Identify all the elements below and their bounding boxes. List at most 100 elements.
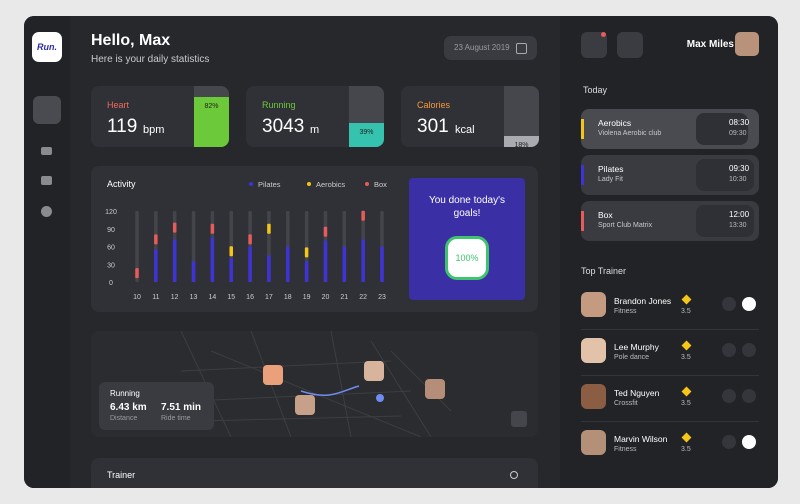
goal-percent: 100% — [445, 236, 489, 280]
top-trainer-title: Top Trainer — [581, 266, 627, 276]
date: 23 August 2019 — [454, 43, 510, 52]
stat-label: Heart — [107, 100, 130, 110]
end-time: 13:30 — [729, 222, 747, 229]
bar — [323, 240, 328, 282]
bar — [286, 246, 290, 282]
facebook-button[interactable] — [742, 297, 756, 311]
trainer-title: Trainer — [107, 470, 136, 480]
x-tick-label: 10 — [133, 294, 141, 301]
marker — [210, 223, 215, 234]
stat-fill — [349, 123, 384, 147]
user-avatar[interactable] — [735, 32, 759, 56]
app: Run. Hello, Max Here is your daily stati… — [24, 16, 778, 488]
schedule-card: Box Sport Club Matrix 12:00 13:30 — [581, 201, 759, 241]
date-picker[interactable]: 23 August 2019 — [444, 36, 537, 60]
facebook-button[interactable] — [742, 343, 756, 357]
trainer-rating: 3.5 — [681, 308, 691, 315]
stat-card: Running 3043 m 39% — [246, 86, 384, 147]
x-tick-label: 23 — [378, 294, 386, 301]
nav-icon[interactable] — [41, 206, 52, 217]
twitter-button[interactable] — [722, 297, 736, 311]
start-time: 08:30 — [729, 118, 750, 127]
trainer-name: Marvin Wilson — [614, 434, 668, 444]
x-tick-label: 15 — [227, 294, 235, 301]
run-info: Running 6.43 km Distance 7.51 min Ride t… — [99, 382, 214, 430]
marker — [361, 210, 365, 221]
legend-label: Box — [374, 180, 387, 189]
legend-label: Pilates — [258, 180, 281, 189]
schedule-place: Violena Aerobic club — [598, 130, 662, 137]
trainer-specialty: Crossfit — [614, 400, 638, 407]
trainer-avatar — [581, 292, 606, 317]
x-tick-label: 22 — [359, 294, 367, 301]
ride-time: 7.51 min — [161, 402, 202, 413]
bar-track — [135, 211, 139, 282]
legend-swatch — [365, 182, 369, 186]
stat-percent: 18% — [514, 142, 529, 147]
marker — [304, 247, 309, 258]
search-icon[interactable] — [510, 471, 518, 479]
schedule-place: Sport Club Matrix — [598, 222, 653, 229]
marker — [154, 234, 158, 245]
bar — [342, 246, 347, 282]
separator — [581, 375, 759, 376]
nav-icon[interactable] — [41, 147, 52, 155]
greeting: Hello, Max — [91, 32, 171, 49]
y-tick-label: 90 — [107, 227, 115, 234]
nav-active[interactable] — [33, 96, 61, 124]
time-pill — [696, 159, 754, 191]
trainer-name: Brandon Jones — [614, 296, 672, 306]
logo[interactable]: Run. — [32, 32, 62, 62]
twitter-button[interactable] — [722, 435, 736, 449]
marker — [172, 222, 177, 233]
stat-value: 119 — [107, 116, 138, 137]
user-name: Max Miles — [686, 39, 734, 50]
stat-label: Running — [262, 100, 296, 110]
trainer-rating: 3.5 — [681, 400, 691, 407]
chart-title: Activity — [107, 179, 136, 189]
bar — [304, 261, 309, 282]
today-title: Today — [583, 85, 608, 95]
legend-swatch — [249, 182, 253, 186]
notification-dot — [601, 32, 606, 37]
facebook-button[interactable] — [742, 435, 756, 449]
stat-card: Heart 119 bpm 82% — [91, 86, 229, 147]
stat-value: 301 — [417, 116, 449, 137]
separator — [581, 421, 759, 422]
marker — [135, 268, 139, 279]
twitter-button[interactable] — [722, 389, 736, 403]
x-tick-label: 12 — [171, 294, 179, 301]
stat-fill — [194, 96, 229, 147]
stat-unit: kcal — [455, 124, 475, 136]
stat-value: 3043 — [262, 116, 305, 137]
schedule-place: Lady Fit — [598, 176, 623, 183]
bar — [361, 239, 365, 282]
legend-swatch — [307, 182, 311, 186]
legend-label: Aerobics — [316, 180, 345, 189]
y-tick-label: 120 — [105, 209, 117, 216]
end-time: 10:30 — [729, 176, 747, 183]
separator — [581, 329, 759, 330]
nav-icon[interactable] — [41, 176, 52, 185]
distance: 6.43 km — [110, 402, 147, 413]
trainer-name: Lee Murphy — [614, 342, 659, 352]
stat-unit: bpm — [143, 124, 165, 136]
bar — [267, 255, 271, 282]
marker — [267, 223, 271, 234]
subtitle: Here is your daily statistics — [91, 54, 210, 65]
goal-card: You done today's goals! 100% — [409, 178, 525, 300]
sidebar — [24, 16, 70, 488]
x-tick-label: 18 — [284, 294, 292, 301]
ride-time-label: Ride time — [161, 415, 191, 422]
right-panel — [560, 16, 778, 488]
schedule-name: Pilates — [598, 164, 624, 174]
bar — [172, 239, 177, 282]
stat-unit: m — [310, 124, 320, 136]
twitter-button[interactable] — [722, 343, 736, 357]
marker — [229, 246, 233, 257]
schedule-card: Pilates Lady Fit 09:30 10:30 — [581, 155, 759, 195]
message-button[interactable] — [617, 32, 643, 58]
start-time: 12:00 — [729, 210, 750, 219]
facebook-button[interactable] — [742, 389, 756, 403]
schedule-color — [581, 119, 584, 139]
